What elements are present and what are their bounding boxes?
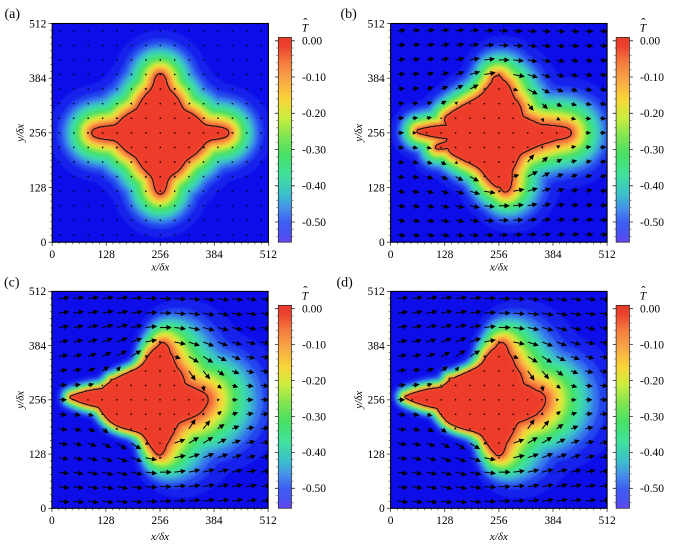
- svg-text:0.00: 0.00: [640, 36, 660, 48]
- svg-text:x/δx: x/δx: [489, 262, 508, 274]
- svg-text:512: 512: [368, 18, 386, 30]
- svg-text:-0.30: -0.30: [302, 411, 326, 423]
- svg-text:-0.10: -0.10: [302, 72, 326, 84]
- svg-text:ˆ: ˆ: [303, 15, 308, 30]
- svg-text:y/δx: y/δx: [14, 391, 26, 410]
- svg-text:T: T: [640, 290, 648, 302]
- svg-text:0: 0: [388, 249, 394, 261]
- svg-text:-0.40: -0.40: [640, 447, 664, 459]
- svg-text:512: 512: [259, 515, 277, 527]
- svg-text:-0.50: -0.50: [640, 217, 664, 229]
- svg-text:ˆ: ˆ: [303, 283, 308, 298]
- svg-text:-0.40: -0.40: [302, 447, 326, 459]
- svg-text:512: 512: [598, 249, 616, 261]
- svg-text:-0.50: -0.50: [640, 483, 664, 495]
- svg-text:128: 128: [29, 449, 47, 461]
- svg-text:0: 0: [49, 249, 55, 261]
- svg-text:384: 384: [206, 249, 224, 261]
- svg-text:512: 512: [368, 286, 386, 298]
- svg-text:-0.10: -0.10: [640, 339, 664, 351]
- svg-text:-0.10: -0.10: [302, 339, 326, 351]
- svg-text:-0.20: -0.20: [302, 375, 326, 387]
- svg-text:0.00: 0.00: [302, 304, 322, 316]
- svg-text:256: 256: [151, 515, 169, 527]
- svg-text:T: T: [302, 290, 310, 302]
- svg-text:T: T: [302, 22, 310, 34]
- svg-text:y/δx: y/δx: [353, 391, 365, 410]
- svg-text:-0.30: -0.30: [640, 144, 664, 156]
- svg-text:128: 128: [97, 515, 115, 527]
- svg-text:-0.20: -0.20: [302, 108, 326, 120]
- svg-text:-0.30: -0.30: [640, 411, 664, 423]
- svg-text:(a): (a): [5, 7, 21, 22]
- svg-text:256: 256: [29, 128, 47, 140]
- svg-text:512: 512: [598, 515, 616, 527]
- svg-text:384: 384: [29, 73, 47, 85]
- svg-text:(d): (d): [337, 275, 354, 290]
- svg-text:-0.10: -0.10: [640, 72, 664, 84]
- svg-text:256: 256: [490, 249, 508, 261]
- svg-text:y/δx: y/δx: [15, 124, 27, 143]
- svg-text:128: 128: [368, 182, 386, 194]
- svg-text:0: 0: [49, 515, 55, 527]
- svg-text:-0.20: -0.20: [640, 375, 664, 387]
- svg-text:0: 0: [40, 503, 46, 515]
- svg-text:-0.30: -0.30: [302, 144, 326, 156]
- svg-text:(c): (c): [4, 275, 20, 290]
- svg-text:128: 128: [436, 249, 454, 261]
- svg-text:256: 256: [490, 515, 508, 527]
- svg-text:128: 128: [436, 515, 454, 527]
- svg-text:x/δx: x/δx: [150, 262, 169, 274]
- svg-text:128: 128: [98, 249, 116, 261]
- svg-text:0: 0: [41, 237, 47, 249]
- svg-text:-0.50: -0.50: [302, 217, 326, 229]
- svg-text:y/δx: y/δx: [353, 124, 365, 143]
- svg-text:ˆ: ˆ: [641, 283, 646, 298]
- svg-text:128: 128: [29, 182, 47, 194]
- svg-text:-0.50: -0.50: [302, 483, 326, 495]
- svg-text:-0.40: -0.40: [640, 181, 664, 193]
- svg-text:512: 512: [29, 286, 47, 298]
- svg-text:384: 384: [544, 515, 562, 527]
- svg-text:0.00: 0.00: [640, 304, 660, 316]
- svg-text:384: 384: [368, 340, 386, 352]
- svg-text:-0.40: -0.40: [302, 181, 326, 193]
- svg-text:512: 512: [260, 249, 278, 261]
- svg-text:384: 384: [205, 515, 223, 527]
- svg-text:x/δx: x/δx: [489, 531, 508, 543]
- svg-text:0: 0: [379, 237, 385, 249]
- svg-text:384: 384: [368, 73, 386, 85]
- svg-text:256: 256: [152, 249, 170, 261]
- svg-text:384: 384: [544, 249, 562, 261]
- svg-text:0.00: 0.00: [302, 36, 322, 48]
- svg-text:-0.20: -0.20: [640, 108, 664, 120]
- svg-text:256: 256: [368, 128, 386, 140]
- svg-text:T: T: [640, 22, 648, 34]
- svg-text:0: 0: [388, 515, 394, 527]
- svg-text:128: 128: [368, 449, 386, 461]
- svg-text:256: 256: [29, 395, 47, 407]
- svg-text:x/δx: x/δx: [150, 531, 169, 543]
- svg-text:(b): (b): [341, 7, 358, 22]
- svg-text:384: 384: [29, 340, 47, 352]
- svg-text:ˆ: ˆ: [641, 15, 646, 30]
- svg-text:512: 512: [29, 18, 47, 30]
- svg-text:256: 256: [368, 395, 386, 407]
- svg-text:0: 0: [379, 503, 385, 515]
